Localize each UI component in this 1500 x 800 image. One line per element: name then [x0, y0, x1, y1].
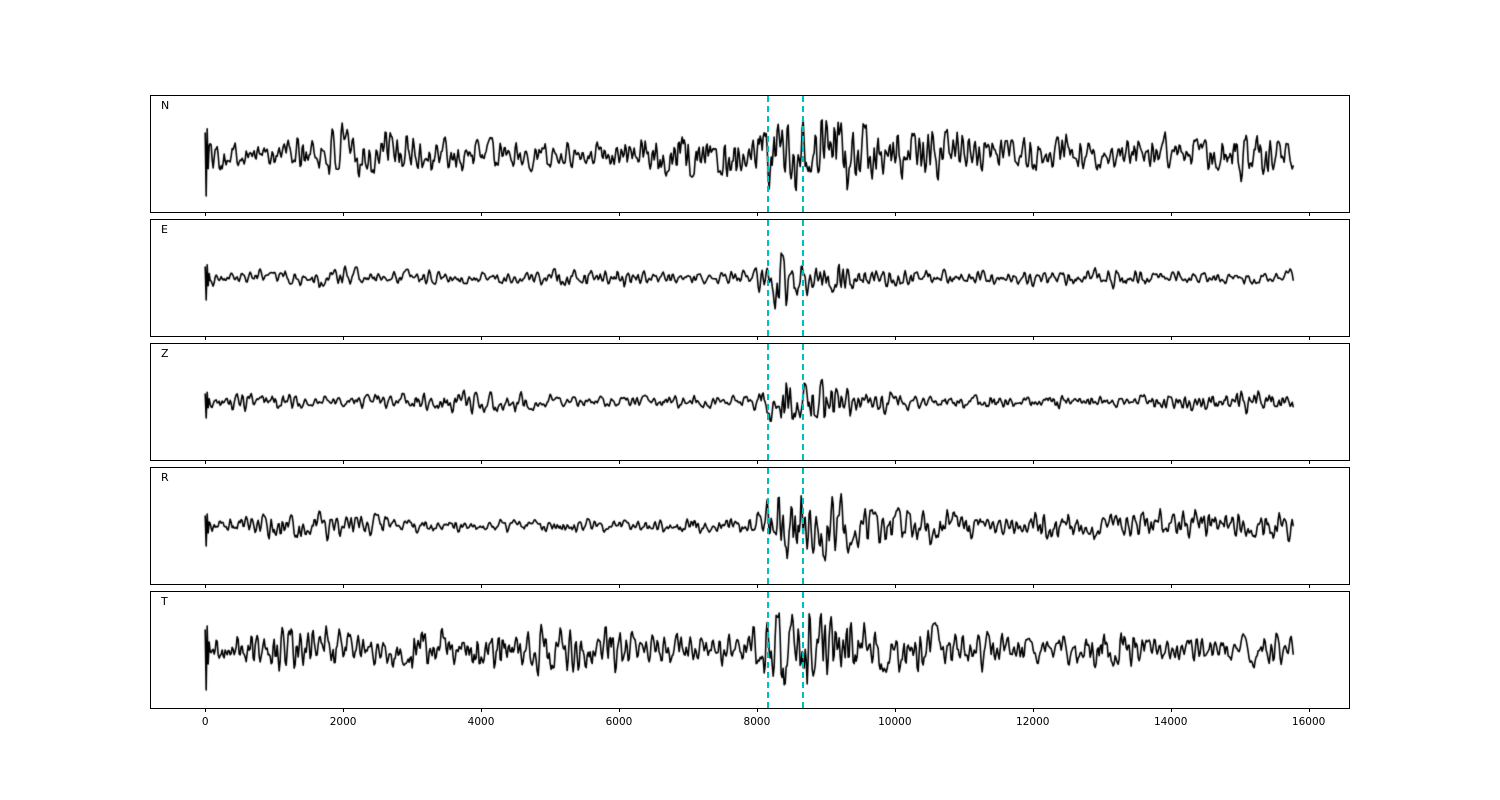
- pick-line-1: [766, 96, 769, 212]
- x-tick-mark: [756, 584, 758, 588]
- x-tick-label: 6000: [605, 716, 633, 728]
- channel-label: R: [161, 471, 169, 484]
- seismogram-panel-z: Z: [150, 343, 1350, 464]
- pick-line-2: [802, 220, 805, 336]
- x-tick-mark: [481, 212, 483, 216]
- pick-line-1: [766, 220, 769, 336]
- x-tick-mark: [1308, 336, 1310, 340]
- x-tick-mark: [481, 460, 483, 464]
- x-tick-mark: [343, 460, 345, 464]
- x-tick-label: 8000: [743, 716, 771, 728]
- x-tick-mark: [756, 460, 758, 464]
- channel-label: Z: [161, 347, 169, 360]
- pick-line-2: [802, 592, 805, 708]
- x-tick-mark: [481, 708, 483, 712]
- x-axis-tick-labels: 0 2000 4000 6000 8000 10000 12000 14000 …: [150, 716, 1350, 732]
- channel-label: T: [161, 595, 168, 608]
- x-tick-mark: [1032, 460, 1034, 464]
- x-tick-mark: [1170, 460, 1172, 464]
- x-tick-mark: [894, 336, 896, 340]
- x-tick-mark: [343, 212, 345, 216]
- x-tick-mark: [1032, 708, 1034, 712]
- x-tick-mark: [205, 708, 207, 712]
- pick-line-1: [766, 592, 769, 708]
- pick-line-2: [802, 96, 805, 212]
- waveform-trace: [151, 96, 1349, 212]
- x-tick-mark: [1170, 336, 1172, 340]
- x-tick-label: 2000: [329, 716, 357, 728]
- x-tick-mark: [618, 584, 620, 588]
- x-tick-mark: [1308, 584, 1310, 588]
- x-tick-mark: [618, 336, 620, 340]
- x-tick-mark: [1170, 708, 1172, 712]
- x-tick-mark: [1032, 336, 1034, 340]
- x-tick-mark: [1032, 212, 1034, 216]
- pick-line-1: [766, 468, 769, 584]
- x-tick-mark: [618, 708, 620, 712]
- seismogram-panel-e: E: [150, 219, 1350, 340]
- x-tick-mark: [756, 212, 758, 216]
- waveform-trace: [151, 468, 1349, 584]
- seismogram-panel-n: N: [150, 95, 1350, 216]
- x-tick-mark: [205, 460, 207, 464]
- x-tick-label: 16000: [1291, 716, 1326, 728]
- x-tick-mark: [205, 336, 207, 340]
- waveform-trace: [151, 344, 1349, 460]
- x-tick-mark: [618, 212, 620, 216]
- x-tick-mark: [756, 708, 758, 712]
- x-tick-label: 14000: [1153, 716, 1188, 728]
- pick-line-2: [802, 344, 805, 460]
- channel-label: E: [161, 223, 168, 236]
- pick-line-2: [802, 468, 805, 584]
- x-tick-mark: [481, 336, 483, 340]
- x-tick-mark: [894, 460, 896, 464]
- x-tick-mark: [205, 584, 207, 588]
- x-tick-mark: [481, 584, 483, 588]
- waveform-trace: [151, 220, 1349, 336]
- channel-label: N: [161, 99, 170, 112]
- seismogram-panel-r: R: [150, 467, 1350, 588]
- x-tick-mark: [1170, 584, 1172, 588]
- x-tick-mark: [618, 460, 620, 464]
- x-tick-label: 4000: [467, 716, 495, 728]
- x-tick-mark: [1170, 212, 1172, 216]
- seismogram-panel-t: T: [150, 591, 1350, 712]
- x-tick-mark: [1032, 584, 1034, 588]
- x-tick-mark: [894, 708, 896, 712]
- x-tick-mark: [756, 336, 758, 340]
- x-tick-mark: [343, 708, 345, 712]
- x-tick-mark: [343, 336, 345, 340]
- x-tick-mark: [894, 212, 896, 216]
- x-tick-mark: [205, 212, 207, 216]
- waveform-trace: [151, 592, 1349, 708]
- x-tick-mark: [1308, 460, 1310, 464]
- x-tick-mark: [894, 584, 896, 588]
- x-tick-mark: [343, 584, 345, 588]
- x-tick-label: 10000: [878, 716, 912, 728]
- pick-line-1: [766, 344, 769, 460]
- x-tick-mark: [1308, 708, 1310, 712]
- x-tick-label: 12000: [1016, 716, 1050, 728]
- x-tick-mark: [1308, 212, 1310, 216]
- x-tick-label: 0: [201, 716, 209, 728]
